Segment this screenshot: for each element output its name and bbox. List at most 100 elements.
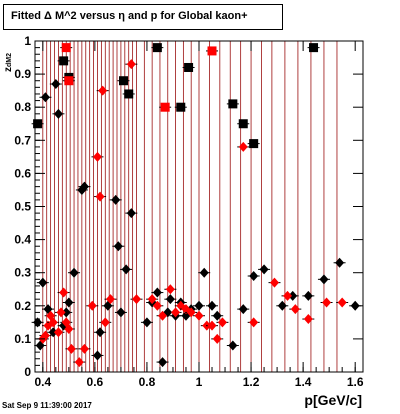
- data-point: [303, 314, 313, 325]
- data-point: [165, 294, 175, 305]
- data-point: [160, 102, 170, 112]
- data-point: [79, 343, 89, 354]
- y-tick-label: 0.1: [14, 332, 31, 346]
- x-tick-label: 1.2: [243, 375, 260, 389]
- data-point: [238, 304, 248, 315]
- data-point: [100, 317, 110, 328]
- data-point: [171, 307, 181, 318]
- data-point: [277, 300, 287, 311]
- data-point: [309, 43, 319, 53]
- y-tick-label: 1: [24, 34, 31, 48]
- data-point: [64, 297, 74, 308]
- data-point: [337, 297, 347, 308]
- data-point: [184, 62, 194, 72]
- data-point: [259, 264, 269, 275]
- data-point: [59, 56, 69, 66]
- data-point: [95, 327, 105, 338]
- data-point: [238, 119, 248, 129]
- data-point: [59, 287, 69, 298]
- data-points: [31, 43, 362, 368]
- data-point: [165, 284, 175, 295]
- data-point: [249, 317, 259, 328]
- timestamp: Sat Sep 9 11:39:00 2017: [2, 401, 92, 410]
- x-tick-label: 1.4: [295, 375, 312, 389]
- data-point: [87, 300, 97, 311]
- data-point: [64, 323, 74, 334]
- data-point: [212, 310, 222, 321]
- data-point: [228, 99, 238, 109]
- data-point: [56, 307, 66, 318]
- data-point: [105, 294, 115, 305]
- data-point: [38, 277, 48, 288]
- y-tick-label: 0: [24, 365, 31, 379]
- data-point: [158, 310, 168, 321]
- data-point: [335, 257, 345, 268]
- data-point: [74, 357, 84, 368]
- data-point: [194, 310, 204, 321]
- data-point: [92, 151, 102, 162]
- data-point: [116, 307, 126, 318]
- data-point: [194, 300, 204, 311]
- data-point: [61, 43, 71, 53]
- x-tick-label: 0.4: [34, 375, 51, 389]
- data-point: [53, 108, 63, 119]
- data-point: [40, 330, 50, 341]
- data-point: [319, 274, 329, 285]
- data-point: [64, 76, 74, 86]
- data-point: [207, 46, 217, 56]
- data-point: [51, 79, 61, 90]
- data-point: [249, 139, 259, 149]
- data-point: [283, 290, 293, 301]
- y-tick-label: 0.4: [14, 233, 31, 247]
- data-point: [303, 290, 313, 301]
- data-point: [98, 85, 108, 96]
- data-point: [124, 89, 134, 99]
- data-point: [290, 304, 300, 315]
- data-point: [186, 307, 196, 318]
- data-point: [147, 294, 157, 305]
- data-point: [207, 300, 217, 311]
- axis-ticks: 0.4 0.6 0.8 1 1.2 1.4 1.6 0 0.1 0.2 0.3 0.4 0.5 0.6 0.…: [14, 34, 364, 389]
- data-point: [126, 208, 136, 219]
- data-point: [269, 277, 279, 288]
- data-point: [33, 119, 43, 129]
- y-tick-label: 0.3: [14, 266, 31, 280]
- x-tick-label: 0.8: [139, 375, 156, 389]
- data-point: [212, 333, 222, 344]
- y-tick-label: 0.9: [14, 67, 31, 81]
- data-point: [228, 340, 238, 351]
- y-tick-label: 0.7: [14, 133, 31, 147]
- data-point: [152, 43, 162, 53]
- data-point: [132, 294, 142, 305]
- data-point: [48, 317, 58, 328]
- data-point: [126, 59, 136, 70]
- x-tick-label: 1.6: [347, 375, 364, 389]
- data-point: [176, 102, 186, 112]
- y-tick-label: 0.8: [14, 100, 31, 114]
- data-point: [152, 300, 162, 311]
- y-tick-label: 0.2: [14, 299, 31, 313]
- data-point: [40, 92, 50, 103]
- data-point: [121, 264, 131, 275]
- data-point: [66, 343, 76, 354]
- data-point: [142, 317, 152, 328]
- data-point: [119, 76, 129, 86]
- data-point: [95, 191, 105, 202]
- x-tick-label: 0.6: [87, 375, 104, 389]
- data-point: [53, 327, 63, 338]
- data-point: [79, 181, 89, 192]
- data-point: [249, 271, 259, 282]
- data-point: [111, 194, 121, 205]
- data-point: [217, 317, 227, 328]
- vertical-lines: [42, 41, 338, 372]
- y-tick-label: 0.6: [14, 166, 31, 180]
- data-point: [158, 357, 168, 368]
- data-point: [238, 141, 248, 152]
- data-point: [199, 267, 209, 278]
- chart-title: Fitted Δ M^2 versus η and p for Global k…: [11, 10, 248, 22]
- data-point: [207, 320, 217, 331]
- data-point: [69, 267, 79, 278]
- x-axis-label: p[GeV/c]: [304, 392, 362, 408]
- data-point: [152, 287, 162, 298]
